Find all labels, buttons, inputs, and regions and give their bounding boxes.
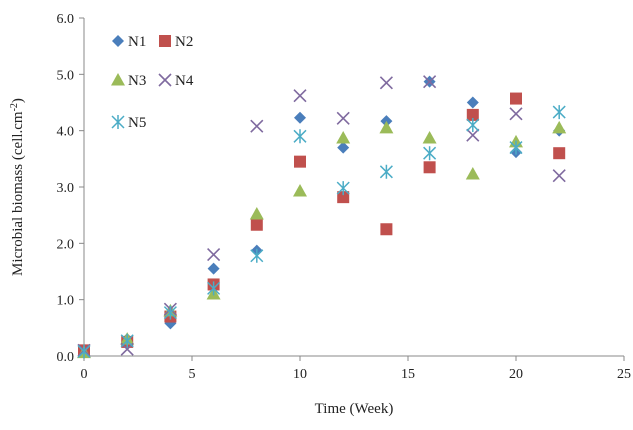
legend-item-n2: N2 <box>159 34 193 50</box>
x-tick-label: 25 <box>617 367 631 382</box>
y-tick-label: 0.0 <box>57 350 75 365</box>
data-points <box>77 75 567 359</box>
data-point-n2 <box>510 92 522 105</box>
legend-label-n3: N3 <box>128 73 146 89</box>
y-axis-title-main: Microbial biomass (cell.cm <box>10 111 26 276</box>
data-point-n4 <box>466 128 480 142</box>
y-ticks: 0.0 1.0 2.0 3.0 4.0 5.0 6.0 <box>57 12 84 365</box>
y-tick-label: 3.0 <box>57 181 75 196</box>
y-axis-title: Microbial biomass (cell.cm-2) <box>9 98 27 276</box>
data-point-n5 <box>509 140 523 155</box>
data-point-n3 <box>249 207 264 220</box>
x-ticks: 0 5 10 15 20 25 <box>81 356 631 382</box>
x-axis-title: Time (Week) <box>315 401 394 417</box>
data-point-n3 <box>336 130 351 144</box>
data-point-n5 <box>250 248 264 263</box>
legend-label-n1: N1 <box>128 34 146 50</box>
legend-marker-n3 <box>111 73 125 86</box>
legend-item-n5: N5 <box>111 115 146 131</box>
data-point-n5 <box>379 164 393 179</box>
legend-marker-n1 <box>112 35 124 47</box>
series-n2 <box>78 92 566 357</box>
legend: N1 N2 N3 N4 N5 <box>111 34 194 131</box>
legend-item-n4: N4 <box>158 73 194 89</box>
data-point-n4 <box>379 76 393 90</box>
y-tick-label: 6.0 <box>57 12 75 27</box>
data-point-n3 <box>293 183 307 197</box>
data-point-n5 <box>120 333 134 348</box>
x-tick-label: 15 <box>401 367 415 382</box>
data-point-n2 <box>553 147 566 160</box>
data-point-n5 <box>207 281 221 296</box>
data-point-n4 <box>293 89 307 103</box>
x-tick-label: 20 <box>509 367 523 382</box>
data-point-n3 <box>379 120 394 134</box>
y-axis-title-end: ) <box>10 98 26 103</box>
legend-label-n4: N4 <box>175 73 194 89</box>
data-point-n1 <box>466 96 479 109</box>
series-n4 <box>77 75 566 357</box>
legend-label-n5: N5 <box>128 115 146 131</box>
x-tick-label: 0 <box>81 367 88 382</box>
data-point-n1 <box>337 141 350 154</box>
data-point-n4 <box>552 169 566 183</box>
legend-item-n3: N3 <box>111 73 146 89</box>
series-n5 <box>77 105 566 359</box>
x-tick-label: 10 <box>293 367 307 382</box>
data-point-n5 <box>77 344 91 359</box>
data-point-n1 <box>294 111 306 124</box>
data-point-n2 <box>250 218 263 231</box>
series-n1 <box>78 75 566 358</box>
legend-item-n1: N1 <box>112 34 146 50</box>
data-point-n2 <box>380 223 393 236</box>
data-point-n4 <box>207 248 221 262</box>
data-point-n2 <box>294 155 306 168</box>
series-n3 <box>77 120 567 359</box>
y-tick-label: 5.0 <box>57 68 75 83</box>
x-tick-label: 5 <box>189 367 196 382</box>
legend-marker-n5 <box>111 115 125 129</box>
y-tick-label: 1.0 <box>57 294 75 309</box>
y-tick-label: 2.0 <box>57 237 75 252</box>
legend-label-n2: N2 <box>175 34 193 50</box>
axes <box>83 18 624 357</box>
y-tick-label: 4.0 <box>57 125 75 140</box>
data-point-n1 <box>207 262 220 275</box>
data-point-n5 <box>423 146 437 161</box>
data-point-n2 <box>423 161 436 174</box>
legend-marker-n4 <box>158 73 172 87</box>
data-point-n4 <box>336 111 350 125</box>
data-point-n3 <box>552 120 567 134</box>
legend-marker-n2 <box>159 35 171 47</box>
data-point-n3 <box>422 130 437 144</box>
data-point-n2 <box>466 108 479 121</box>
y-axis-title-superscript: -2 <box>9 103 20 111</box>
data-point-n4 <box>250 119 264 133</box>
data-point-n3 <box>465 167 480 180</box>
data-point-n5 <box>466 118 480 133</box>
data-point-n5 <box>293 129 307 144</box>
data-point-n4 <box>423 75 437 89</box>
data-point-n5 <box>163 305 177 320</box>
data-point-n2 <box>337 191 350 204</box>
data-point-n5 <box>552 105 566 120</box>
data-point-n4 <box>509 107 523 121</box>
data-point-n5 <box>336 181 350 196</box>
